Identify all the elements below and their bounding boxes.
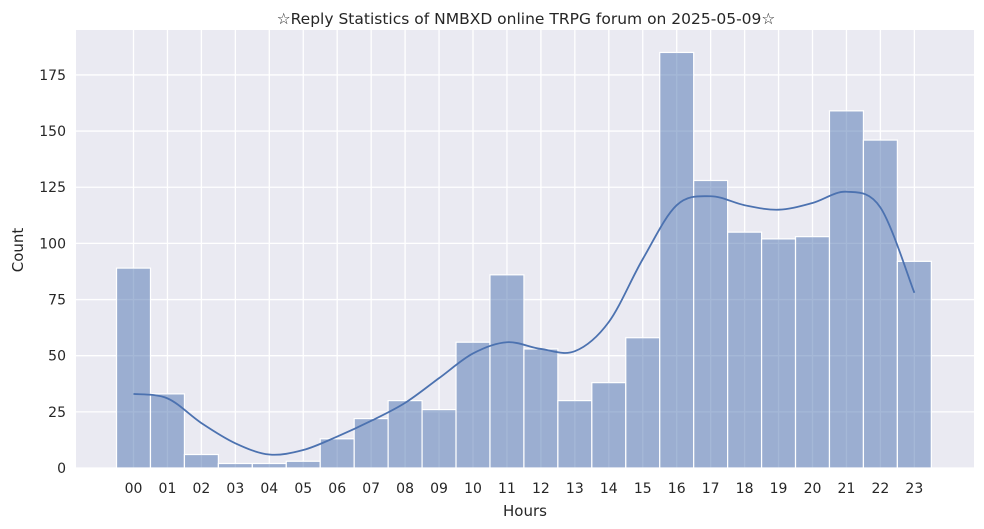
histogram-bar bbox=[523, 348, 559, 469]
histogram-bar bbox=[319, 438, 355, 469]
histogram-bar bbox=[183, 453, 219, 469]
x-tick-label: 06 bbox=[328, 481, 346, 497]
x-tick-label: 08 bbox=[396, 481, 414, 497]
x-tick-label: 17 bbox=[702, 481, 720, 497]
y-tick-labels: 0 25 50 75 100 125 150 175 bbox=[39, 68, 66, 477]
histogram-bar bbox=[421, 409, 457, 469]
x-tick-label: 19 bbox=[770, 481, 788, 497]
kde-curve bbox=[133, 190, 916, 456]
histogram-bar bbox=[828, 110, 865, 469]
y-tick-label: 125 bbox=[39, 180, 66, 196]
x-tick-label: 13 bbox=[566, 481, 584, 497]
y-tick-label: 0 bbox=[57, 461, 66, 477]
histogram-bar bbox=[794, 236, 831, 469]
y-axis-label: Count bbox=[9, 228, 27, 273]
x-tick-label: 02 bbox=[192, 481, 210, 497]
x-tick-label: 10 bbox=[464, 481, 482, 497]
histogram-bar bbox=[251, 462, 287, 469]
histogram-bar bbox=[760, 238, 797, 469]
histogram-bar bbox=[625, 337, 661, 469]
histogram-bar bbox=[727, 231, 763, 469]
x-tick-label: 03 bbox=[226, 481, 244, 497]
histogram-bar bbox=[217, 462, 253, 469]
x-tick-label: 21 bbox=[838, 481, 856, 497]
histogram-bar bbox=[285, 460, 321, 469]
histogram-bar bbox=[115, 267, 152, 469]
x-tick-label: 11 bbox=[498, 481, 516, 497]
histogram-bar bbox=[387, 400, 423, 469]
x-tick-label: 16 bbox=[668, 481, 686, 497]
x-tick-label: 00 bbox=[125, 481, 143, 497]
x-tick-label: 18 bbox=[736, 481, 754, 497]
histogram-bar bbox=[862, 139, 898, 469]
y-tick-label: 75 bbox=[48, 293, 66, 309]
histogram-bar bbox=[896, 260, 932, 469]
x-tick-label: 14 bbox=[600, 481, 618, 497]
y-tick-label: 25 bbox=[48, 405, 66, 421]
y-tick-label: 150 bbox=[39, 124, 66, 140]
y-tick-label: 100 bbox=[39, 236, 66, 252]
histogram-bar bbox=[489, 274, 525, 469]
x-tick-label: 09 bbox=[430, 481, 448, 497]
histogram-bar bbox=[591, 382, 627, 469]
x-axis-label: Hours bbox=[503, 502, 547, 520]
y-tick-label: 175 bbox=[39, 68, 66, 84]
x-tick-label: 04 bbox=[260, 481, 278, 497]
y-tick-label: 50 bbox=[48, 349, 66, 365]
x-tick-label: 23 bbox=[905, 481, 923, 497]
histogram-bar bbox=[693, 179, 729, 469]
x-tick-label: 12 bbox=[532, 481, 550, 497]
chart-title: ☆Reply Statistics of NMBXD online TRPG f… bbox=[277, 10, 776, 28]
x-tick-label: 20 bbox=[804, 481, 822, 497]
x-tick-label: 01 bbox=[159, 481, 177, 497]
x-tick-label: 05 bbox=[294, 481, 312, 497]
x-tick-label: 07 bbox=[362, 481, 380, 497]
x-tick-label: 15 bbox=[634, 481, 652, 497]
histogram-bars bbox=[115, 51, 932, 469]
histogram-bar bbox=[659, 51, 695, 469]
x-tick-labels: 00 01 02 03 04 05 06 07 08 09 10 11 12 13 14 15 16 17 18 19… bbox=[125, 481, 924, 497]
x-tick-label: 22 bbox=[871, 481, 889, 497]
histogram-bar bbox=[557, 400, 593, 469]
